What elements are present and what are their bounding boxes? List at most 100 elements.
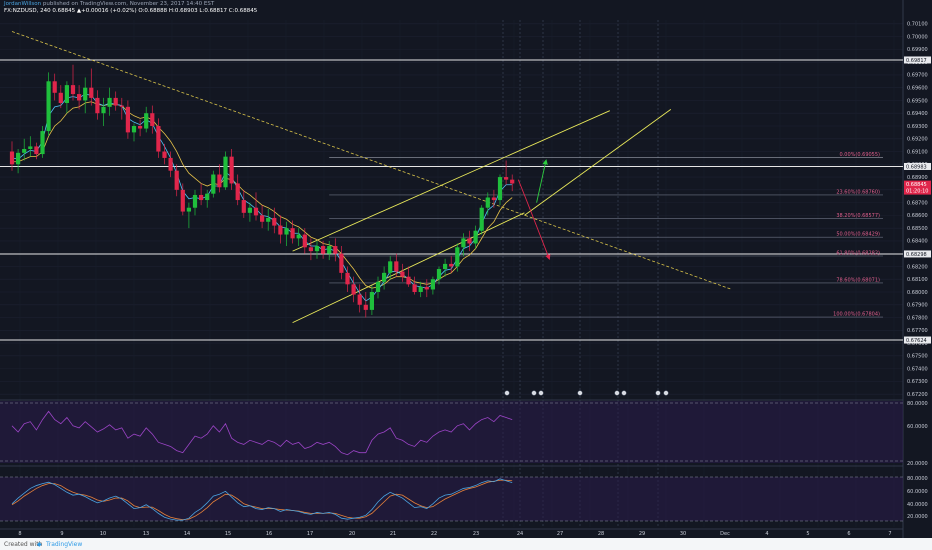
time-tick-label: Dec (720, 531, 730, 537)
fib-level-label: 78.60%(0.68071) (836, 277, 880, 283)
current-price-badge[interactable] (904, 180, 931, 195)
publish-text: published on TradingView.com, November 2… (42, 1, 215, 7)
level-price-label: 0.68983 (906, 164, 927, 170)
price-tick-label: 0.68100 (907, 277, 928, 283)
bullish-candle (205, 193, 210, 201)
calendar-event-icon[interactable] (621, 390, 627, 396)
time-tick-label: 7 (888, 531, 891, 537)
bearish-candle (467, 238, 472, 244)
bearish-candle (180, 189, 185, 212)
price-tick-label: 0.67800 (907, 315, 928, 321)
bearish-candle (333, 246, 338, 254)
symbol-legend: FX:NZDUSD, 240 0.68845 ▲+0.00016 (+0.02%… (4, 8, 258, 14)
bullish-candle (247, 207, 252, 213)
bearish-candle (406, 276, 411, 285)
bearish-candle (363, 304, 368, 310)
bearish-candle (70, 85, 76, 95)
calendar-event-icon[interactable] (531, 390, 537, 396)
candlestick-series (9, 64, 515, 318)
price-tick-label: 0.69300 (907, 124, 928, 130)
stochastic-k-line (11, 478, 513, 521)
bullish-candle (443, 263, 448, 270)
footer-brand[interactable]: TradingView (46, 541, 83, 548)
bullish-candle (22, 148, 27, 153)
time-tick-label: 10 (100, 531, 106, 537)
bearish-candle (253, 207, 259, 216)
tradingview-logo-icon[interactable]: ◆ (37, 541, 42, 548)
calendar-event-icon[interactable] (663, 390, 669, 396)
price-axis[interactable]: 0.701000.700000.699000.698000.697000.696… (904, 22, 931, 520)
time-tick-label: 29 (639, 531, 645, 537)
channel-outer-line[interactable] (524, 109, 672, 216)
bullish-candle (40, 131, 45, 155)
bearish-candle (138, 125, 143, 129)
footer-bar: Created with ◆ TradingView (0, 538, 932, 550)
bearish-candle (89, 87, 94, 98)
bearish-candle (34, 146, 39, 155)
time-tick-label: 23 (473, 531, 479, 537)
bearish-candle (504, 177, 509, 180)
level-price-badge[interactable] (904, 336, 931, 344)
calendar-event-icon[interactable] (614, 390, 620, 396)
bearish-candle (162, 151, 167, 158)
time-tick-label: 27 (557, 531, 563, 537)
bullish-candle (144, 113, 149, 129)
bearish-projection-arrow[interactable] (517, 179, 551, 261)
bearish-candle (449, 263, 454, 267)
time-tick-label: 6 (847, 531, 850, 537)
oscillator-tick-label: 80.0000 (907, 476, 928, 482)
level-price-badge[interactable] (904, 162, 931, 170)
price-tick-label: 0.67700 (907, 328, 928, 334)
time-axis[interactable]: 8 9 10 13 14 15 16 17 20 21 22 23 24 27 28 29 30 Dec 4 5 6 7 (18, 531, 891, 537)
bearish-candle (241, 200, 246, 213)
economic-event-markers[interactable] (504, 390, 669, 396)
time-tick-label: 21 (390, 531, 396, 537)
bullish-candle (83, 87, 88, 101)
price-tick-label: 0.69600 (907, 85, 928, 91)
calendar-event-icon[interactable] (655, 390, 661, 396)
bearish-candle (339, 253, 344, 273)
time-tick-label: 16 (266, 531, 272, 537)
level-price-badge[interactable] (904, 56, 931, 64)
level-price-badge[interactable] (904, 250, 931, 258)
bearish-candle (113, 97, 118, 106)
price-tick-label: 0.67500 (907, 354, 928, 360)
bearish-candle (156, 125, 161, 152)
time-tick-label: 8 (18, 531, 21, 537)
stochastic-background (0, 477, 903, 521)
bearish-candle (95, 97, 100, 114)
descending-trendline[interactable] (11, 31, 732, 290)
time-tick-label: 30 (680, 531, 686, 537)
price-tick-label: 0.68500 (907, 226, 928, 232)
channel-upper-line[interactable] (292, 110, 610, 252)
bullish-candle (296, 234, 301, 239)
bullish-candle (455, 247, 460, 267)
fibonacci-retracement[interactable]: 0.00%(0.69055) 23.60%(0.68760) 38.20%(0.68… (329, 152, 883, 318)
horizontal-levels[interactable] (0, 59, 903, 341)
calendar-event-icon[interactable] (577, 390, 583, 396)
candle-countdown-label: 01:20:10 (906, 189, 928, 195)
oscillator-tick-label: 20.0000 (907, 461, 928, 467)
bullish-candle (479, 207, 484, 231)
bearish-candle (119, 105, 124, 107)
price-tick-label: 0.69200 (907, 137, 928, 143)
oscillator-backgrounds (0, 401, 903, 522)
price-tick-label: 0.67600 (907, 341, 928, 347)
calendar-event-icon[interactable] (504, 390, 510, 396)
bullish-candle (327, 246, 332, 254)
calendar-event-icon[interactable] (538, 390, 544, 396)
author-name[interactable]: JordanWillson (4, 1, 42, 7)
bullish-candle (131, 125, 137, 133)
price-tick-label: 0.69400 (907, 111, 928, 117)
bullish-candle (101, 106, 106, 114)
bullish-candle (107, 97, 112, 107)
bullish-candle (436, 269, 442, 280)
time-tick-label: 9 (60, 531, 63, 537)
publish-info: JordanWillson published on TradingView.c… (4, 1, 214, 8)
bullish-projection-arrow[interactable] (536, 159, 548, 203)
bearish-candle (345, 272, 350, 285)
level-price-label: 0.68298 (906, 252, 927, 258)
bearish-candle (52, 81, 57, 93)
bullish-candle (223, 156, 228, 188)
